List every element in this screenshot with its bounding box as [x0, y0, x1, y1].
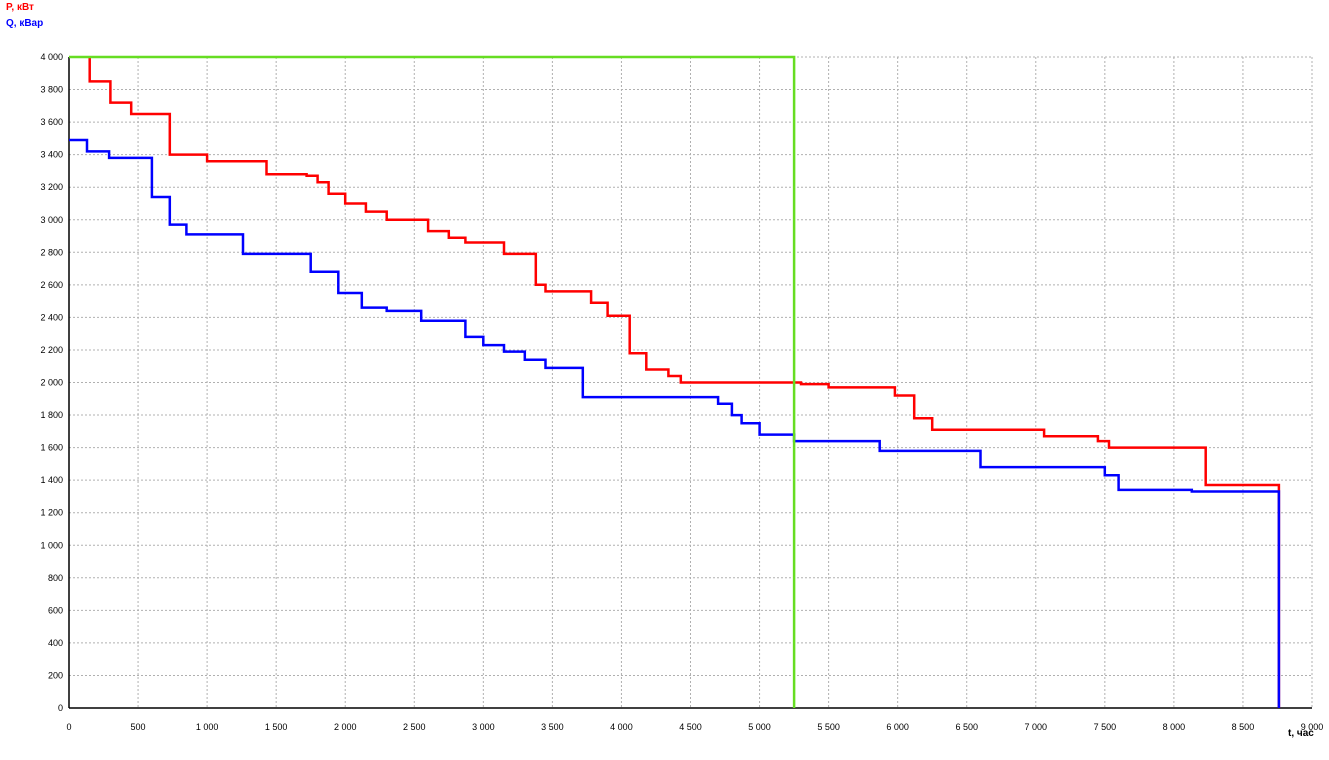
- y-tick-label: 2 400: [40, 312, 63, 322]
- x-tick-label: 8 500: [1232, 722, 1255, 732]
- y-tick-label: 2 200: [40, 345, 63, 355]
- x-tick-label: 3 000: [472, 722, 495, 732]
- tick-labels: 0 500 1 000 1 500 2 000 2 500 3 000 3 500 4 000 4…: [40, 52, 1323, 732]
- y-tick-label: 3 000: [40, 215, 63, 225]
- x-tick-label: 3 500: [541, 722, 564, 732]
- x-tick-label: 8 000: [1163, 722, 1186, 732]
- x-tick-label: 2 500: [403, 722, 426, 732]
- x-tick-label: 5 000: [748, 722, 771, 732]
- x-tick-label: 9 000: [1301, 722, 1324, 732]
- series-q-line: [69, 138, 1281, 708]
- y-tick-label: 1 600: [40, 443, 63, 453]
- y-tick-label: 800: [48, 573, 63, 583]
- y-tick-label: 2 800: [40, 247, 63, 257]
- x-axis-unit: t, час: [1288, 728, 1314, 739]
- x-tick-label: 4 500: [679, 722, 702, 732]
- y-tick-label: 1 800: [40, 410, 63, 420]
- axes: [68, 57, 1312, 709]
- x-tick-label: 6 000: [886, 722, 909, 732]
- series-lines: [69, 55, 1281, 708]
- x-tick-label: 6 500: [955, 722, 978, 732]
- y-tick-label: 0: [58, 703, 63, 713]
- y-tick-label: 400: [48, 638, 63, 648]
- x-tick-label: 500: [131, 722, 146, 732]
- x-tick-label: 4 000: [610, 722, 633, 732]
- x-tick-label: 1 000: [196, 722, 219, 732]
- legend-q: Q, кВар: [6, 18, 44, 29]
- x-tick-label: 0: [66, 722, 71, 732]
- x-tick-label: 7 000: [1025, 722, 1048, 732]
- y-tick-label: 200: [48, 670, 63, 680]
- y-tick-label: 3 200: [40, 182, 63, 192]
- y-tick-label: 3 400: [40, 150, 63, 160]
- series-marker-line: [69, 55, 796, 708]
- y-tick-label: 4 000: [40, 52, 63, 62]
- legend-p: P, кВт: [6, 2, 34, 13]
- y-tick-label: 1 200: [40, 508, 63, 518]
- x-tick-label: 2 000: [334, 722, 357, 732]
- y-tick-label: 3 800: [40, 85, 63, 95]
- y-tick-label: 1 000: [40, 540, 63, 550]
- y-tick-label: 2 600: [40, 280, 63, 290]
- x-tick-label: 5 500: [817, 722, 840, 732]
- y-tick-label: 2 000: [40, 378, 63, 388]
- y-tick-label: 600: [48, 605, 63, 615]
- series-p-line: [88, 57, 1281, 708]
- y-tick-label: 3 600: [40, 117, 63, 127]
- y-tick-label: 1 400: [40, 475, 63, 485]
- x-tick-label: 7 500: [1094, 722, 1117, 732]
- x-tick-label: 1 500: [265, 722, 288, 732]
